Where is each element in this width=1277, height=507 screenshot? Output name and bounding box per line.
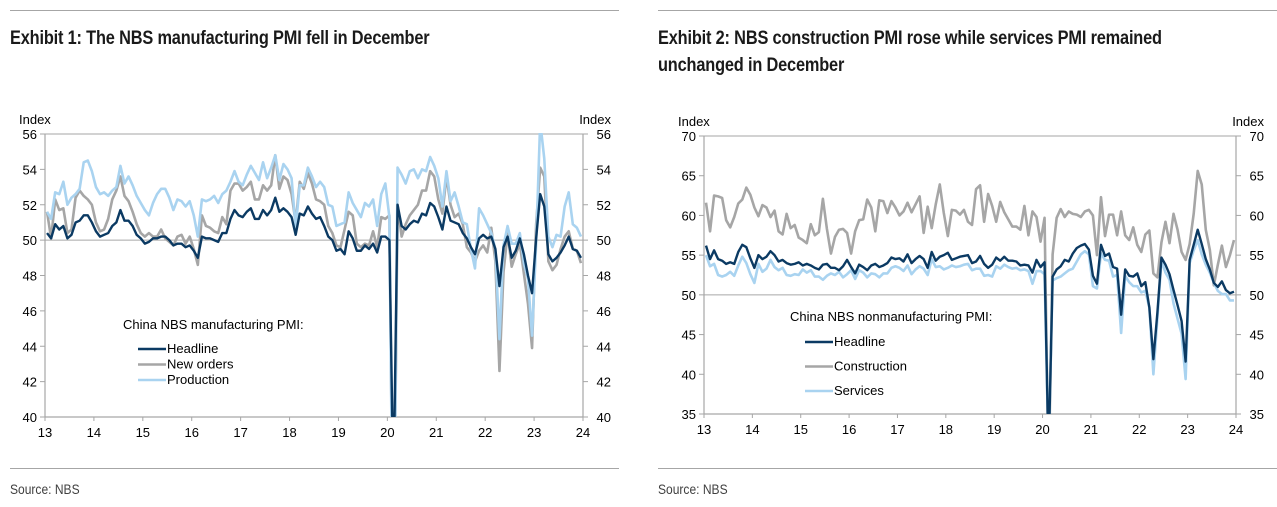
y-tick-label-right: 48 bbox=[597, 269, 611, 284]
series-line-headline bbox=[704, 228, 1235, 414]
series-line-production bbox=[45, 133, 583, 417]
y-tick-label-right: 52 bbox=[597, 198, 611, 213]
x-tick-label: 14 bbox=[745, 422, 759, 437]
series-line-construction bbox=[704, 169, 1236, 414]
x-tick-label: 20 bbox=[380, 425, 394, 440]
y-tick-label-right: 56 bbox=[597, 127, 611, 142]
legend-title: China NBS nonmanufacturing PMI: bbox=[790, 309, 992, 324]
legend-label-headline: Headline bbox=[167, 341, 218, 356]
top-divider bbox=[658, 10, 1277, 11]
y-tick-label-left: 60 bbox=[682, 208, 696, 223]
legend-title: China NBS manufacturing PMI: bbox=[123, 317, 304, 332]
top-divider bbox=[10, 10, 619, 11]
nonmanufacturing-pmi-chart: Index Index 35 35 40 40 45 45 50 50 55 55 60 60 65 65 70… bbox=[678, 114, 1264, 437]
y-tick-label-left: 35 bbox=[682, 407, 696, 422]
exhibit-1-panel: Exhibit 1: The NBS manufacturing PMI fel… bbox=[10, 10, 619, 497]
legend-label-headline: Headline bbox=[834, 334, 885, 349]
x-tick-label: 16 bbox=[184, 425, 198, 440]
x-tick-label: 13 bbox=[38, 425, 52, 440]
y-tick-label-right: 55 bbox=[1250, 248, 1264, 263]
y-tick-label-left: 56 bbox=[23, 127, 37, 142]
x-tick-label: 15 bbox=[793, 422, 807, 437]
y-axis-label-left: Index bbox=[19, 112, 51, 127]
y-tick-label-right: 45 bbox=[1250, 328, 1264, 343]
exhibit-2-panel: Exhibit 2: NBS construction PMI rose whi… bbox=[640, 0, 1277, 507]
legend-label-production: Production bbox=[167, 372, 229, 387]
x-tick-label: 24 bbox=[576, 425, 590, 440]
exhibit-2-source: Source: NBS bbox=[658, 481, 728, 497]
x-tick-label: 21 bbox=[1084, 422, 1098, 437]
x-tick-label: 19 bbox=[331, 425, 345, 440]
y-axis-label-right: Index bbox=[1232, 114, 1264, 129]
x-tick-label: 17 bbox=[233, 425, 247, 440]
x-tick-label: 19 bbox=[987, 422, 1001, 437]
y-tick-label-left: 44 bbox=[23, 339, 37, 354]
x-tick-label: 22 bbox=[1132, 422, 1146, 437]
y-tick-label-left: 52 bbox=[23, 198, 37, 213]
x-tick-label: 24 bbox=[1229, 422, 1243, 437]
x-tick-label: 16 bbox=[842, 422, 856, 437]
manufacturing-pmi-chart: Index Index 40 40 42 42 44 44 46 46 48 48 50 50 52 52 54… bbox=[19, 112, 611, 440]
exhibit-1-title: Exhibit 1: The NBS manufacturing PMI fel… bbox=[10, 28, 430, 49]
x-tick-label: 13 bbox=[697, 422, 711, 437]
legend-label-construction: Construction bbox=[834, 359, 907, 374]
y-tick-label-right: 50 bbox=[597, 233, 611, 248]
x-tick-label: 18 bbox=[939, 422, 953, 437]
chart-legend: China NBS manufacturing PMI: HeadlineNew … bbox=[123, 317, 304, 387]
y-tick-label-left: 45 bbox=[682, 328, 696, 343]
legend-label-new-orders: New orders bbox=[167, 357, 234, 372]
x-tick-label: 20 bbox=[1035, 422, 1049, 437]
exhibit-2-title-line-2: unchanged in December bbox=[658, 55, 845, 76]
y-tick-label-left: 40 bbox=[23, 410, 37, 425]
x-tick-label: 23 bbox=[1180, 422, 1194, 437]
y-tick-label-left: 40 bbox=[682, 367, 696, 382]
legend-label-services: Services bbox=[834, 383, 884, 398]
y-tick-label-left: 50 bbox=[23, 233, 37, 248]
y-axis-label-right: Index bbox=[579, 112, 611, 127]
x-tick-label: 23 bbox=[527, 425, 541, 440]
y-tick-label-right: 54 bbox=[597, 162, 611, 177]
x-tick-label: 17 bbox=[890, 422, 904, 437]
y-tick-label-left: 55 bbox=[682, 248, 696, 263]
y-tick-label-left: 65 bbox=[682, 169, 696, 184]
y-tick-label-right: 44 bbox=[597, 339, 611, 354]
exhibit-1-source: Source: NBS bbox=[10, 481, 80, 497]
y-tick-label-left: 50 bbox=[682, 288, 696, 303]
x-tick-label: 18 bbox=[282, 425, 296, 440]
y-axis-label-left: Index bbox=[678, 114, 710, 129]
y-tick-label-right: 35 bbox=[1250, 407, 1264, 422]
y-tick-label-left: 54 bbox=[23, 162, 37, 177]
y-tick-label-right: 40 bbox=[1250, 367, 1264, 382]
x-tick-label: 22 bbox=[478, 425, 492, 440]
y-tick-label-right: 60 bbox=[1250, 208, 1264, 223]
y-tick-label-left: 46 bbox=[23, 304, 37, 319]
y-tick-label-right: 46 bbox=[597, 304, 611, 319]
chart-legend: China NBS nonmanufacturing PMI: Headline C… bbox=[790, 309, 992, 398]
bottom-divider bbox=[10, 468, 619, 469]
y-tick-label-right: 50 bbox=[1250, 288, 1264, 303]
x-tick-label: 21 bbox=[429, 425, 443, 440]
x-tick-label: 15 bbox=[136, 425, 150, 440]
y-tick-label-right: 40 bbox=[597, 410, 611, 425]
y-tick-label-left: 42 bbox=[23, 375, 37, 390]
y-tick-label-left: 48 bbox=[23, 269, 37, 284]
bottom-divider bbox=[658, 468, 1277, 469]
y-tick-label-right: 42 bbox=[597, 375, 611, 390]
x-tick-label: 14 bbox=[87, 425, 101, 440]
y-tick-label-left: 70 bbox=[682, 129, 696, 144]
exhibit-2-title-line-1: Exhibit 2: NBS construction PMI rose whi… bbox=[658, 28, 1162, 49]
y-tick-label-right: 70 bbox=[1250, 129, 1264, 144]
y-tick-label-right: 65 bbox=[1250, 169, 1264, 184]
series-line-headline bbox=[46, 192, 583, 417]
